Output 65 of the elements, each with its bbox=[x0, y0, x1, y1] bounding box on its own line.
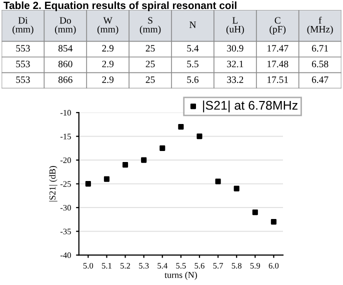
text: 5.4 bbox=[187, 45, 199, 52]
text: 32.1 bbox=[227, 60, 244, 68]
text: 553 bbox=[16, 60, 30, 68]
legend-label: |S21| at 6.78MHz bbox=[203, 100, 298, 112]
text: 854 bbox=[58, 45, 73, 52]
x-tick-label: 5.2 bbox=[120, 262, 130, 269]
x-tick-label: 6.0 bbox=[268, 262, 279, 269]
point bbox=[141, 157, 147, 163]
x-tick-label: 5.7 bbox=[213, 263, 224, 269]
y-tick-label: -25 bbox=[60, 181, 71, 187]
point bbox=[178, 124, 184, 130]
text: 25 bbox=[146, 76, 155, 83]
x-tick-label: 5.8 bbox=[232, 262, 242, 269]
point bbox=[85, 181, 91, 187]
y-tick-label: -15 bbox=[60, 134, 71, 140]
point bbox=[270, 219, 276, 225]
text: 860 bbox=[58, 60, 72, 68]
text: 30.9 bbox=[227, 45, 244, 52]
text: Table 2. Equation results of spiral resonant coil bbox=[4, 1, 236, 12]
x-axis-title: turns (N) bbox=[164, 272, 197, 280]
text: 17.47 bbox=[268, 45, 288, 52]
text: 6.47 bbox=[312, 76, 328, 83]
text: 25 bbox=[146, 60, 155, 68]
category-label: f (MHz) bbox=[307, 16, 333, 34]
category-label: C (pF) bbox=[270, 17, 286, 34]
point bbox=[234, 186, 240, 192]
x-tick-label: 5.5 bbox=[176, 263, 186, 269]
point bbox=[122, 162, 128, 168]
text: 553 bbox=[16, 76, 30, 83]
y-axis-title: |S21| (dB) bbox=[49, 166, 58, 202]
text: 17.51 bbox=[268, 76, 288, 83]
text: 33.2 bbox=[227, 76, 244, 83]
category-label: Do (mm) bbox=[55, 17, 76, 34]
text: 6.71 bbox=[312, 45, 328, 52]
category-label: N bbox=[189, 22, 196, 28]
x-tick-label: 5.6 bbox=[194, 262, 204, 269]
text: 25 bbox=[146, 45, 155, 52]
y-tick-label: -35 bbox=[60, 228, 71, 234]
point bbox=[252, 210, 258, 216]
y-tick-label: -20 bbox=[60, 157, 71, 164]
category-label: Di (mm) bbox=[12, 17, 34, 34]
text: 2.9 bbox=[102, 45, 114, 52]
point bbox=[215, 178, 221, 184]
category-label: W (mm) bbox=[97, 17, 118, 34]
text: 6.58 bbox=[312, 60, 328, 68]
text: 2.9 bbox=[102, 76, 114, 83]
text: 2.9 bbox=[102, 60, 114, 68]
point bbox=[104, 176, 110, 182]
text: 5.6 bbox=[187, 76, 199, 83]
x-tick-label: 5.0 bbox=[83, 262, 94, 269]
x-tick-label: 5.1 bbox=[102, 262, 112, 269]
text: 553 bbox=[16, 45, 30, 52]
text: 17.48 bbox=[268, 60, 288, 68]
point bbox=[160, 145, 166, 151]
y-tick-label: -40 bbox=[60, 252, 71, 258]
point bbox=[196, 134, 202, 140]
text: 866 bbox=[58, 76, 72, 83]
text: 5.5 bbox=[187, 60, 198, 68]
y-tick-label: -30 bbox=[60, 204, 71, 211]
category-label: L (uH) bbox=[226, 17, 244, 34]
x-tick-label: 5.4 bbox=[158, 263, 168, 269]
x-tick-label: 5.9 bbox=[250, 262, 260, 269]
y-tick-label: -10 bbox=[60, 110, 71, 116]
x-tick-label: 5.3 bbox=[139, 262, 149, 269]
category-label: S (mm) bbox=[140, 17, 161, 34]
